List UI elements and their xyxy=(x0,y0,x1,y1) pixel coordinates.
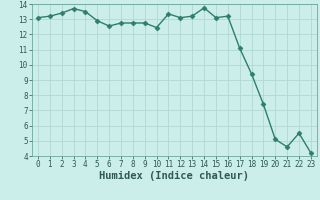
X-axis label: Humidex (Indice chaleur): Humidex (Indice chaleur) xyxy=(100,171,249,181)
